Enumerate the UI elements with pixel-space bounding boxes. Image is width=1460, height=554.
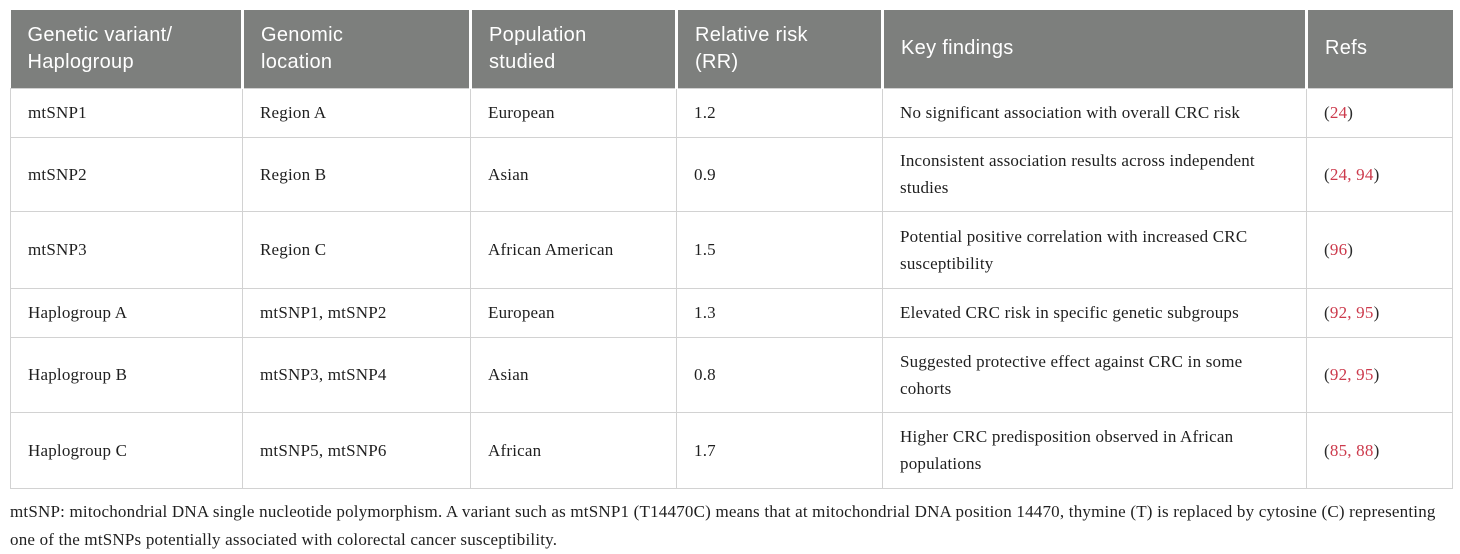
ref-paren-close: ) (1347, 103, 1354, 122)
table-row-haplogroup-b: Haplogroup B mtSNP3, mtSNP4 Asian 0.8 Su… (10, 336, 1453, 413)
cell-key-findings: Higher CRC predisposition observed in Af… (882, 411, 1307, 489)
cell-refs: (24, 94) (1306, 136, 1453, 212)
cell-relative-risk: 1.2 (676, 87, 883, 138)
cell-population: European (470, 87, 677, 138)
cell-population: African American (470, 210, 677, 289)
ref-paren-close: ) (1373, 440, 1380, 460)
column-header-relative-risk: Relative risk (RR) (675, 10, 883, 88)
reference-link[interactable]: 92, 95 (1329, 303, 1374, 322)
cell-key-findings: Inconsistent association results across … (882, 136, 1307, 212)
table-row-mtsnp3: mtSNP3 Region C African American 1.5 Pot… (10, 210, 1453, 289)
column-header-refs: Refs (1305, 10, 1453, 88)
ref-paren-close: ) (1347, 240, 1354, 259)
cell-key-findings: No significant association with overall … (882, 87, 1307, 138)
cell-key-findings: Potential positive correlation with incr… (882, 210, 1307, 289)
cell-relative-risk: 0.8 (676, 336, 883, 413)
ref-paren-open: ( (1324, 103, 1330, 122)
cell-population: African (470, 411, 677, 489)
cell-location: mtSNP3, mtSNP4 (242, 336, 471, 413)
column-header-key-findings: Key findings (881, 10, 1307, 88)
cell-refs: (24) (1306, 87, 1453, 138)
ref-paren-open: ( (1324, 440, 1330, 460)
cell-location: Region A (242, 87, 471, 138)
cell-relative-risk: 0.9 (676, 136, 883, 212)
table-row-haplogroup-c: Haplogroup C mtSNP5, mtSNP6 African 1.7 … (10, 411, 1453, 489)
cell-relative-risk: 1.3 (676, 287, 883, 338)
table-row-mtsnp2: mtSNP2 Region B Asian 0.9 Inconsistent a… (10, 136, 1453, 212)
cell-population: Asian (470, 136, 677, 212)
table-header: Genetic variant/ Haplogroup Genomic loca… (10, 10, 1453, 88)
column-header-genomic-location: Genomic location (241, 10, 471, 88)
column-header-genetic-variant: Genetic variant/ Haplogroup (10, 10, 243, 88)
ref-paren-open: ( (1324, 164, 1330, 184)
ref-paren-open: ( (1324, 303, 1330, 322)
cell-variant: mtSNP2 (10, 136, 243, 212)
cell-location: Region B (242, 136, 471, 212)
cell-variant: Haplogroup A (10, 287, 243, 338)
cell-location: mtSNP5, mtSNP6 (242, 411, 471, 489)
cell-key-findings: Suggested protective effect against CRC … (882, 336, 1307, 413)
cell-refs: (96) (1306, 210, 1453, 289)
reference-link[interactable]: 85, 88 (1329, 440, 1374, 460)
ref-paren-close: ) (1373, 164, 1380, 184)
reference-link[interactable]: 24 (1329, 103, 1348, 122)
cell-variant: Haplogroup C (10, 411, 243, 489)
reference-link[interactable]: 92, 95 (1329, 365, 1374, 384)
table-footnote: mtSNP: mitochondrial DNA single nucleoti… (10, 501, 1436, 549)
cell-variant: Haplogroup B (10, 336, 243, 413)
table-row-haplogroup-a: Haplogroup A mtSNP1, mtSNP2 European 1.3… (10, 287, 1453, 338)
cell-refs: (85, 88) (1306, 411, 1453, 489)
cell-relative-risk: 1.7 (676, 411, 883, 489)
cell-refs: (92, 95) (1306, 336, 1453, 413)
cell-population: European (470, 287, 677, 338)
reference-link[interactable]: 24, 94 (1329, 164, 1374, 184)
cell-key-findings: Elevated CRC risk in specific genetic su… (882, 287, 1307, 338)
ref-paren-close: ) (1373, 365, 1380, 384)
reference-link[interactable]: 96 (1329, 240, 1348, 259)
table-row-mtsnp1: mtSNP1 Region A European 1.2 No signific… (10, 87, 1453, 138)
cell-refs: (92, 95) (1306, 287, 1453, 338)
cell-variant: mtSNP1 (10, 87, 243, 138)
cell-population: Asian (470, 336, 677, 413)
ref-paren-open: ( (1324, 240, 1330, 259)
cell-location: mtSNP1, mtSNP2 (242, 287, 471, 338)
cell-variant: mtSNP3 (10, 210, 243, 289)
genetic-variants-table: Genetic variant/ Haplogroup Genomic loca… (10, 10, 1453, 489)
column-header-population-studied: Population studied (469, 10, 677, 88)
ref-paren-close: ) (1373, 303, 1380, 322)
cell-relative-risk: 1.5 (676, 210, 883, 289)
cell-location: Region C (242, 210, 471, 289)
ref-paren-open: ( (1324, 365, 1330, 384)
